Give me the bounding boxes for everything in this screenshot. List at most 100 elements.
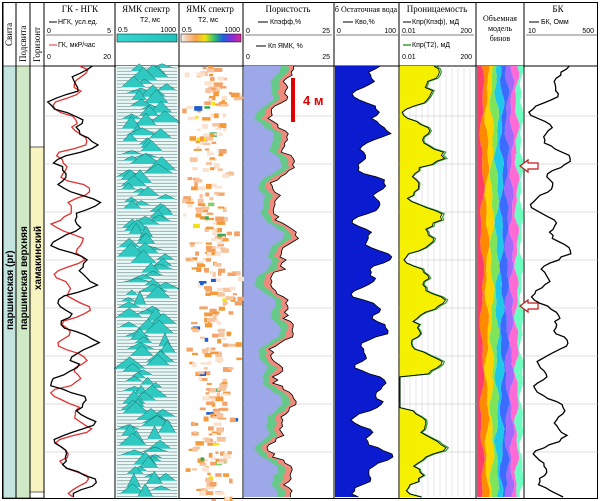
nmr-2-heat-cell <box>204 317 208 323</box>
nmr-1-spectrum-trace <box>117 209 177 219</box>
nmr-2-heat-cell <box>220 216 228 222</box>
nmr-2-heat-cell <box>204 437 211 443</box>
nmr-1-spectrum-trace <box>117 465 177 472</box>
nmr-2-heat-cell <box>211 431 218 435</box>
nmr-1-spectrum-trace <box>117 75 177 88</box>
nmr-2-heat-cell <box>191 322 198 325</box>
nmr-2-heat-cell <box>186 201 195 204</box>
svita-header: Свита <box>4 23 14 46</box>
nmr-1-spectrum-trace <box>117 363 177 373</box>
nmr-2-heat-cell <box>202 257 207 261</box>
nmr-2-heat-cell <box>223 207 227 213</box>
nmr-2-heat-cell <box>186 258 191 261</box>
nmr-2-heat-cell <box>206 151 212 156</box>
nmr-2-heat-cell <box>209 73 214 77</box>
range-kpr-kpef-min: 0.01 <box>402 28 416 35</box>
nmr-2-heat-cell <box>202 396 210 401</box>
nmr-2-heat-cell <box>192 362 197 367</box>
nmr-2-heat-cell <box>221 99 225 103</box>
nmr-2-heat-cell <box>205 217 215 221</box>
nmr-2-heat-cell <box>208 317 215 322</box>
nmr-2-heat-cell <box>189 361 194 365</box>
nmr-2-heat-cell <box>191 267 199 270</box>
nmr-1-spectrum-trace <box>117 449 177 456</box>
nmr-2-heat-cell <box>217 413 224 418</box>
nmr-1-spectrum-trace <box>117 330 177 337</box>
nmr-2-heat-cell <box>211 141 217 145</box>
nmr-1-spectrum-trace <box>117 282 180 289</box>
nmr-2-heat-cell <box>218 407 226 411</box>
nmr-2-heat-cell <box>212 228 218 231</box>
depth-scale: 4 м <box>291 78 323 122</box>
nmr-2-color-bar <box>180 33 242 43</box>
nmr-2-heat-cell <box>212 416 220 419</box>
nmr-2-heat-cell <box>209 396 216 399</box>
nmr-2-heat-cell <box>223 287 231 292</box>
nmr-2-heat-cell <box>185 468 191 472</box>
nmr-2-heat-cell <box>183 213 187 217</box>
nmr-2-heat-cell <box>208 98 213 103</box>
nmr-1-spectrum-trace <box>117 473 177 488</box>
nmr-2-heat-cell <box>231 92 240 98</box>
bk-curve <box>528 65 572 498</box>
nmr-2-heat-cell <box>212 231 218 236</box>
nmr-2-heat-cell <box>200 457 205 461</box>
nmr-2-heat-cell <box>217 76 224 81</box>
nmr-2-heat-cell <box>222 301 229 305</box>
nmr-1-spectrum-trace <box>117 219 177 232</box>
nmr-2-heat-cell <box>206 251 212 257</box>
nmr-2-heat-cell <box>204 323 213 328</box>
nmr-2-heat-cell <box>228 92 232 95</box>
nmr-2-heat-cell <box>212 333 219 338</box>
nmr-2-heat-cell <box>209 157 215 160</box>
range-t2-2-min: 0.5 <box>182 27 192 34</box>
nmr-2-heat-cell <box>209 152 215 156</box>
nmr-1-spectrum-trace <box>117 270 177 277</box>
nmr-1-spectrum-trace <box>117 175 177 187</box>
nmr-2-heat-cell <box>215 432 221 435</box>
nmr-1-spectrum-trace <box>117 262 177 273</box>
track-title-gk-ngk: ГК - НГК <box>62 4 99 14</box>
nmr-2-heat-cell <box>202 348 209 354</box>
nmr-2-heat-cell <box>209 271 214 275</box>
residual-water-fill <box>335 66 393 497</box>
nmr-2-heat-cell <box>199 306 208 310</box>
nmr-2-heat-cell <box>228 172 235 176</box>
nmr-2-heat-cell <box>215 236 223 240</box>
nmr-2-heat-cell <box>200 362 209 365</box>
range-t2-1-max: 1000 <box>160 27 176 34</box>
nmr-2-heat-cell <box>207 117 211 121</box>
nmr-1-spectrum-trace <box>117 454 177 459</box>
nmr-2-heat-cell <box>203 416 209 422</box>
nmr-2-heat-cell <box>227 272 236 276</box>
nmr-2-heat-cell <box>226 331 232 336</box>
nmr-2-heat-cell <box>191 421 195 427</box>
nmr-2-heat-cell <box>204 353 212 358</box>
nmr-2-heat-cell <box>223 453 231 459</box>
nmr-2-heat-cell <box>208 452 213 458</box>
nmr-2-heat-cell <box>216 192 225 196</box>
nmr-2-heat-cell <box>203 367 208 370</box>
nmr-2-heat-cell <box>190 198 194 201</box>
nmr-2-heat-cell <box>224 496 230 501</box>
nmr-2-heat-cell <box>206 412 214 415</box>
nmr-2-heat-cell <box>214 191 220 195</box>
nmr-2-heat-cell <box>192 328 200 333</box>
nmr-2-heat-cell <box>210 457 217 460</box>
nmr-2-heat-cell <box>215 458 221 463</box>
nmr-2-heat-cell <box>215 103 219 106</box>
volume-model-band <box>503 66 515 497</box>
nmr-2-heat-cell <box>222 113 227 118</box>
nmr-2-heat-cell <box>194 116 199 119</box>
nmr-2-heat-cell <box>216 392 220 397</box>
nmr-2-heat-cell <box>218 123 227 128</box>
nmr-2-heat-cell <box>189 157 198 162</box>
range-t2-1-min: 0.5 <box>118 27 128 34</box>
nmr-2-heat-cell <box>212 316 217 321</box>
range-kpr-kpef-max: 200 <box>460 28 472 35</box>
nmr-2-heat-cell <box>202 208 208 213</box>
nmr-2-heat-cell <box>182 198 189 204</box>
nmr-2-heat-cell <box>222 337 227 341</box>
nmr-1-spectrum-trace <box>117 377 177 385</box>
nmr-2-heat-cell <box>206 382 212 385</box>
